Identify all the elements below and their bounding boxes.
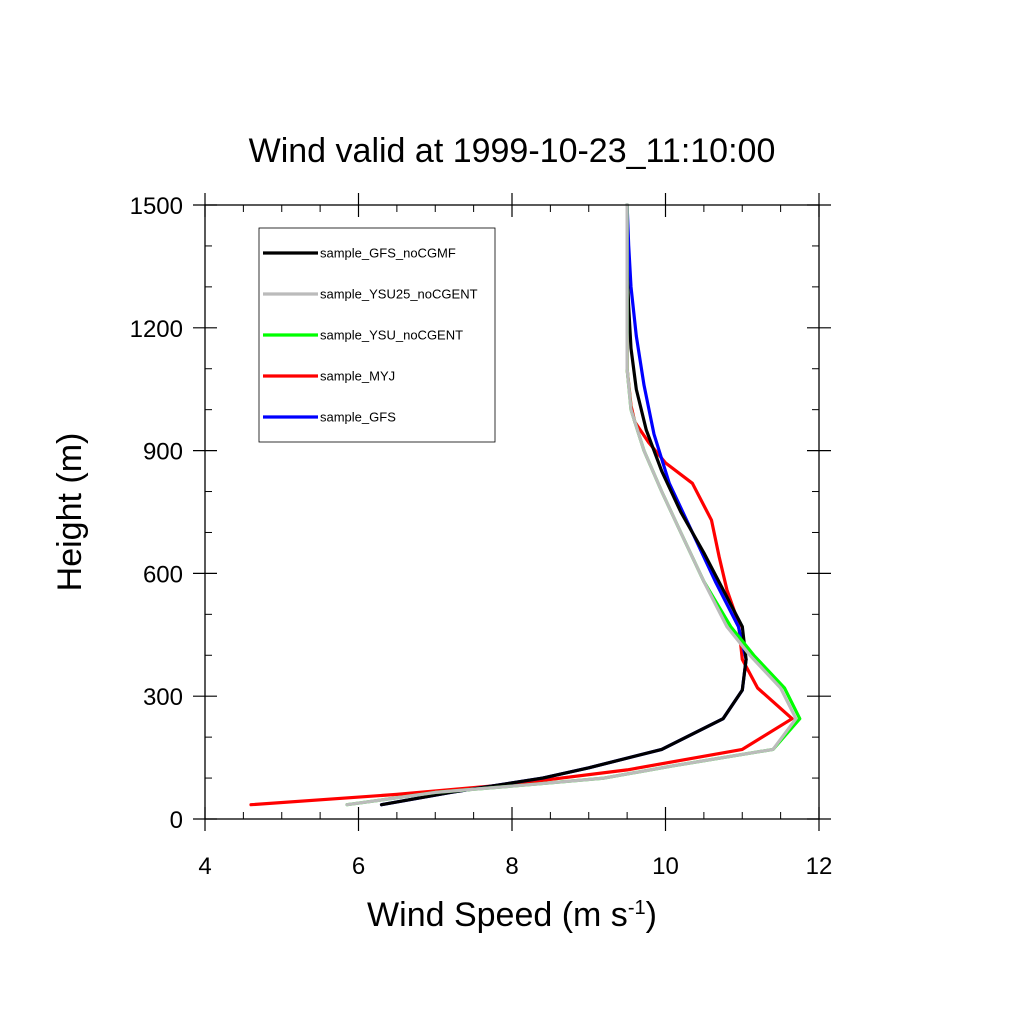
series-line-sample_GFS_noCGMF	[379, 203, 748, 807]
y-tick-label: 900	[143, 439, 183, 466]
x-tick-labels: 4 6 8 10 12	[198, 853, 832, 880]
x-tick-label: 4	[198, 853, 211, 880]
x-tick-label: 8	[505, 853, 518, 880]
y-tick-label: 300	[143, 684, 183, 711]
y-tick-labels: 0 300 600 900 1200 1500	[130, 193, 183, 834]
x-axis-title: Wind Speed (m s-1)	[367, 896, 657, 934]
y-tick-label: 600	[143, 561, 183, 588]
y-tick-label: 0	[170, 807, 183, 834]
legend-label: sample_GFS_noCGMF	[320, 246, 456, 261]
y-axis-title: Height (m)	[51, 433, 89, 592]
legend: sample_GFS_noCGMF sample_YSU25_noCGENTsam…	[258, 227, 496, 443]
series-layer	[249, 203, 802, 807]
x-axis-title-suffix: )	[646, 896, 657, 934]
x-tick-label: 10	[652, 853, 679, 880]
chart-title: Wind valid at 1999-10-23_11:10:00	[249, 132, 776, 170]
legend-label: sample_YSU_noCGENT	[320, 328, 463, 343]
legend-label: sample_GFS	[320, 410, 396, 425]
plot-frame	[204, 204, 820, 820]
y-tick-label: 1500	[130, 193, 183, 220]
x-tick-label: 6	[352, 853, 365, 880]
x-tick-label: 12	[806, 853, 833, 880]
series-line-sample_YSU25_noCGENT	[345, 203, 798, 807]
x-axis-title-superscript: -1	[628, 897, 646, 919]
y-tick-label: 1200	[130, 316, 183, 343]
x-axis-title-main: Wind Speed (m s	[367, 896, 628, 934]
legend-label: sample_YSU25_noCGENT	[320, 287, 478, 302]
legend-label: sample_MYJ	[320, 369, 395, 384]
